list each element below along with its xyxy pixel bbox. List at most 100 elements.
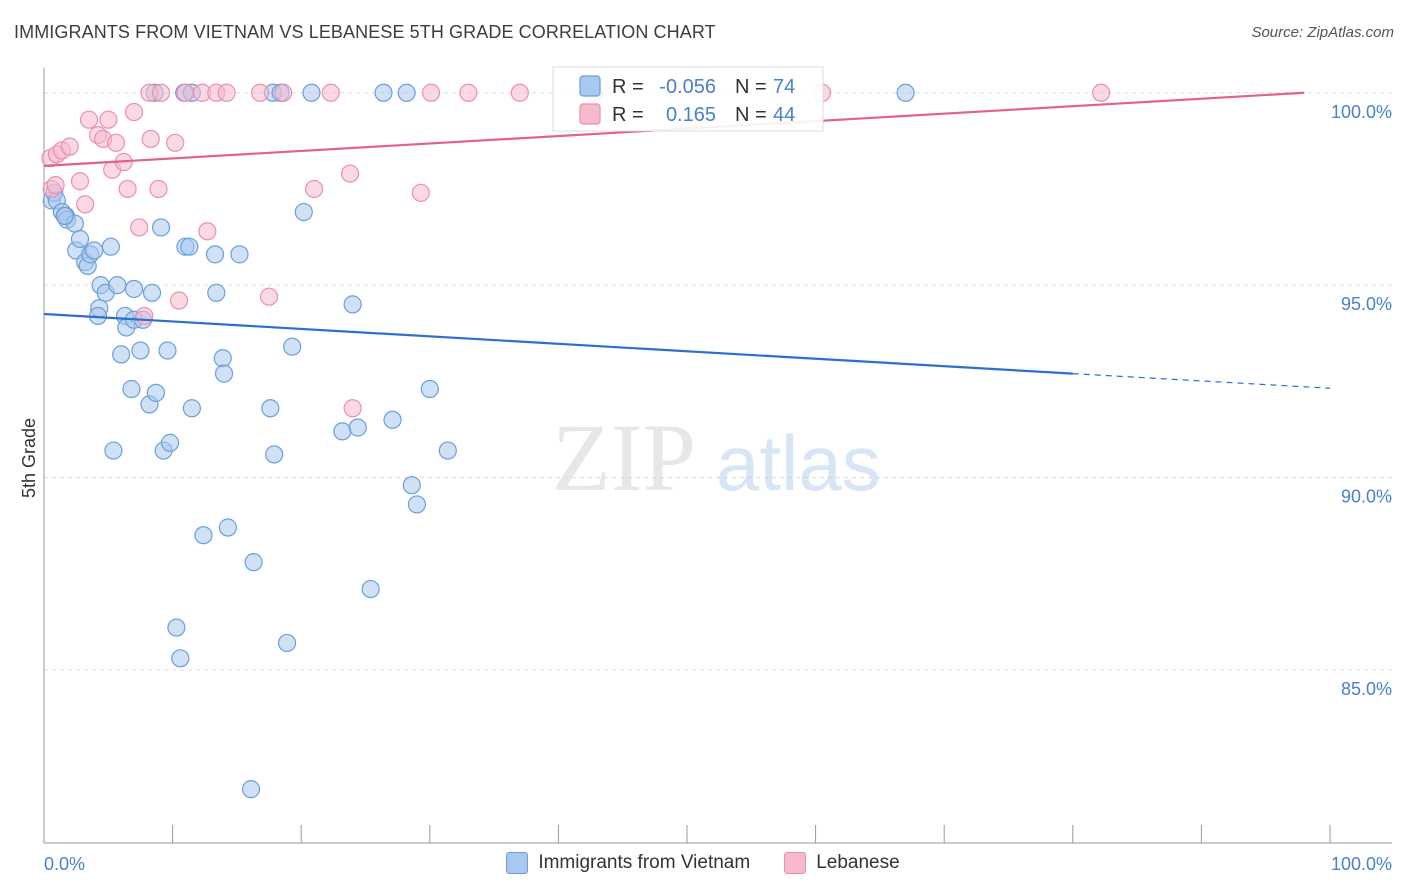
lebanese-point xyxy=(99,110,118,129)
vietnam-point xyxy=(167,618,186,637)
vietnam-point xyxy=(244,553,263,572)
vietnam-point xyxy=(180,237,199,256)
y-tick-label: 95.0% xyxy=(1341,294,1392,314)
lebanese-point xyxy=(60,137,79,156)
lebanese-point xyxy=(259,287,279,306)
lebanese-point xyxy=(217,83,236,102)
vietnam-point xyxy=(265,445,284,464)
vietnam-point xyxy=(277,633,297,653)
vietnam-point xyxy=(438,441,457,460)
legend-label-lebanese: Lebanese xyxy=(816,852,900,873)
source-label: Source: ZipAtlas.com xyxy=(1251,24,1394,41)
vietnam-point xyxy=(151,218,171,237)
stats-box: R = -0.056 N = 74 R = 0.165 N = 44 xyxy=(552,66,824,132)
vietnam-point xyxy=(218,518,237,537)
lebanese-point xyxy=(76,195,95,214)
x-tick-label: 0.0% xyxy=(44,854,85,874)
lebanese-point xyxy=(79,110,99,129)
vietnam-point xyxy=(283,337,302,356)
stats-r-label: R = xyxy=(612,76,644,98)
lebanese-point xyxy=(411,183,430,202)
stats-swatch xyxy=(579,103,601,125)
stats-n-value: 44 xyxy=(773,104,795,126)
lebanese-point xyxy=(198,222,217,241)
vietnam-point xyxy=(131,341,150,360)
vietnam-point xyxy=(361,579,380,599)
legend-item-lebanese: Lebanese xyxy=(784,852,900,874)
stats-n-label: N = xyxy=(735,76,767,98)
vietnam-point xyxy=(55,206,74,225)
vietnam-point xyxy=(348,418,367,437)
lebanese-point xyxy=(510,83,529,102)
vietnam-point xyxy=(383,410,402,429)
vietnam-point xyxy=(294,202,313,222)
chart-title: IMMIGRANTS FROM VIETNAM VS LEBANESE 5TH … xyxy=(14,22,716,42)
vietnam-trend-line xyxy=(43,312,1073,375)
vietnam-point xyxy=(230,245,249,264)
stats-r-value: 0.165 xyxy=(666,104,716,126)
vietnam-point xyxy=(142,283,162,302)
vietnam-point xyxy=(241,780,261,799)
lebanese-point xyxy=(421,83,441,102)
vietnam-point xyxy=(194,526,213,545)
vietnam-point xyxy=(112,345,131,364)
x-tick-label: 100.0% xyxy=(1331,854,1392,874)
stats-swatch xyxy=(579,75,601,97)
vietnam-point xyxy=(397,83,416,102)
vietnam-point xyxy=(896,83,915,102)
lebanese-point xyxy=(46,176,65,195)
lebanese-point xyxy=(130,218,149,237)
lebanese-point xyxy=(250,83,270,102)
legend-swatch-vietnam xyxy=(506,852,529,874)
chart-legend: Immigrants from Vietnam Lebanese xyxy=(0,852,1406,874)
axes-layer: 100.0% 95.0% 90.0% 85.0% 0.0% 100.0% xyxy=(43,68,1392,874)
lebanese-point xyxy=(106,133,126,152)
vietnam-point xyxy=(160,433,180,452)
stats-r-value: -0.056 xyxy=(659,76,716,98)
vietnam-point xyxy=(333,422,352,441)
stats-r-label: R = xyxy=(612,104,644,126)
lebanese-point xyxy=(321,83,340,102)
vietnam-point xyxy=(70,229,90,249)
stats-n-label: N = xyxy=(735,104,767,126)
vietnam-point xyxy=(101,237,120,256)
vietnam-point xyxy=(182,399,201,418)
vietnam-point xyxy=(205,245,225,264)
vietnam-point xyxy=(213,349,232,368)
lebanese-point xyxy=(149,179,168,199)
legend-label-vietnam: Immigrants from Vietnam xyxy=(538,852,751,873)
vietnam-point xyxy=(374,83,393,102)
y-tick-label: 100.0% xyxy=(1331,102,1392,122)
lebanese-point xyxy=(304,179,324,199)
vietnam-point xyxy=(171,649,190,668)
lebanese-point xyxy=(166,133,185,152)
vietnam-trend-extension xyxy=(1072,373,1331,389)
vietnam-point xyxy=(124,279,144,299)
lebanese-point xyxy=(169,291,189,310)
vietnam-point xyxy=(261,399,280,418)
y-tick-label: 85.0% xyxy=(1341,679,1392,699)
vietnam-point xyxy=(207,283,226,302)
grid-layer xyxy=(44,92,1392,671)
y-axis-label: 5th Grade xyxy=(19,418,39,498)
vietnam-point xyxy=(85,241,104,260)
lebanese-point xyxy=(274,83,293,102)
legend-swatch-lebanese xyxy=(784,852,807,874)
vietnam-point xyxy=(214,364,234,383)
lebanese-point xyxy=(141,129,160,149)
lebanese-point xyxy=(459,83,478,102)
vietnam-point xyxy=(420,379,439,399)
vietnam-point xyxy=(104,441,123,460)
lebanese-point xyxy=(124,102,144,122)
lebanese-point xyxy=(70,172,90,191)
points-layer xyxy=(41,83,1111,799)
vietnam-point xyxy=(146,383,165,402)
vietnam-point xyxy=(407,495,427,514)
lebanese-point xyxy=(118,179,137,199)
vietnam-point xyxy=(158,341,177,360)
watermark-zip: ZIP xyxy=(552,404,696,511)
vietnam-point xyxy=(343,295,362,314)
lebanese-point xyxy=(340,164,360,183)
watermark-atlas: atlas xyxy=(716,419,881,507)
